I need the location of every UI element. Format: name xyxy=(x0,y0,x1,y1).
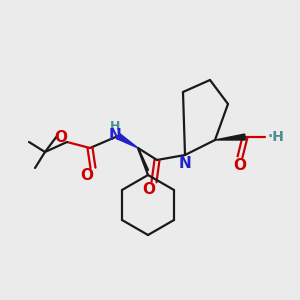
Text: O: O xyxy=(55,130,68,146)
Text: O: O xyxy=(80,167,94,182)
Text: O: O xyxy=(233,158,247,172)
Text: N: N xyxy=(178,155,191,170)
Text: ·H: ·H xyxy=(268,130,285,144)
Text: N: N xyxy=(109,128,122,142)
Polygon shape xyxy=(116,134,138,148)
Text: H: H xyxy=(110,119,120,133)
Text: O: O xyxy=(142,182,155,196)
Polygon shape xyxy=(215,134,245,140)
